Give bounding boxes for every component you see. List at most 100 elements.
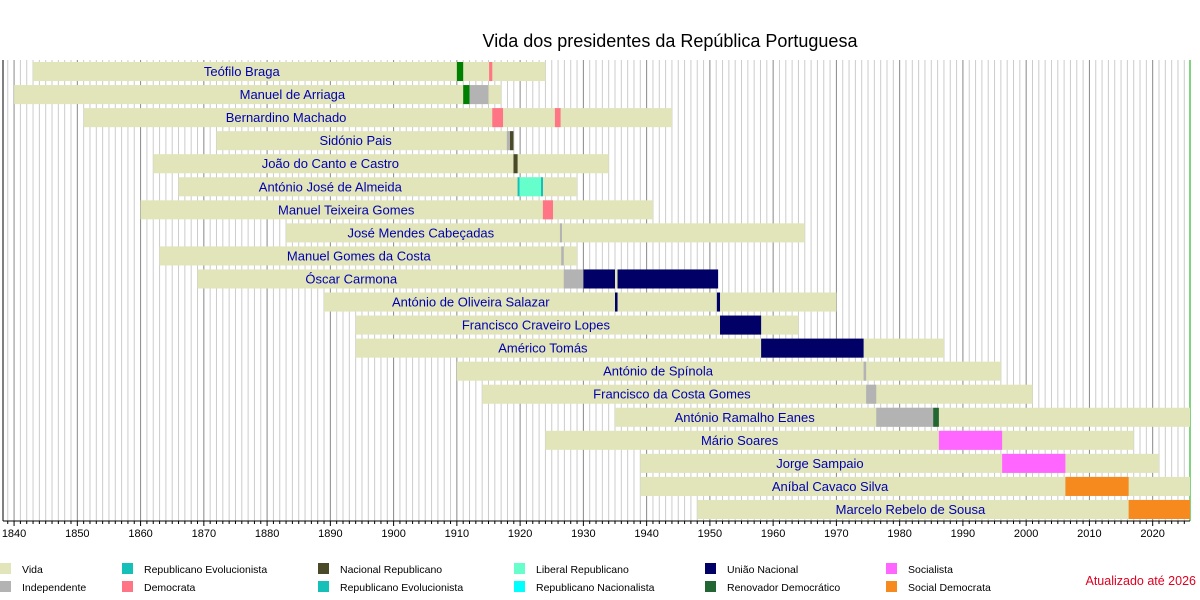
president-name: António de Spínola bbox=[603, 364, 714, 379]
president-name: António José de Almeida bbox=[259, 179, 403, 194]
life-bar bbox=[140, 200, 653, 220]
life-bar bbox=[153, 154, 609, 174]
legend-item: Social Democrata bbox=[886, 581, 991, 594]
legend-label: Vida bbox=[22, 564, 43, 576]
x-tick-label: 1850 bbox=[65, 528, 89, 540]
term-bar bbox=[519, 177, 541, 197]
legend-label: União Nacional bbox=[727, 564, 798, 576]
president-name: António de Oliveira Salazar bbox=[392, 295, 550, 310]
life-bar bbox=[14, 85, 502, 105]
term-bar bbox=[469, 85, 489, 105]
life-bar bbox=[640, 476, 1190, 496]
legend-label: Liberal Republicano bbox=[536, 564, 629, 576]
president-row: Manuel Gomes da Costa bbox=[159, 246, 578, 266]
life-bar bbox=[640, 453, 1160, 473]
life-bar bbox=[33, 62, 546, 82]
legend-label: Republicano Evolucionista bbox=[340, 582, 463, 594]
x-tick-label: 2020 bbox=[1140, 528, 1164, 540]
term-bar bbox=[506, 131, 510, 151]
life-bar bbox=[83, 108, 672, 128]
legend-swatch bbox=[318, 581, 329, 592]
president-name: Bernardino Machado bbox=[226, 110, 347, 125]
president-name: Francisco Craveiro Lopes bbox=[462, 318, 611, 333]
x-tick-label: 1860 bbox=[128, 528, 152, 540]
legend-item: Republicano Evolucionista bbox=[318, 581, 463, 594]
president-row: José Mendes Cabeçadas bbox=[286, 223, 805, 243]
term-bar bbox=[583, 269, 616, 289]
president-row: Marcelo Rebelo de Sousa bbox=[697, 499, 1190, 519]
president-row: Jorge Sampaio bbox=[640, 453, 1160, 473]
term-bar bbox=[933, 407, 939, 427]
life-bar bbox=[159, 246, 578, 266]
x-tick-label: 2010 bbox=[1077, 528, 1101, 540]
president-name: Marcelo Rebelo de Sousa bbox=[836, 502, 986, 517]
updated-note: Atualizado até 2026 bbox=[1085, 574, 1196, 588]
x-tick-label: 1990 bbox=[951, 528, 975, 540]
president-row: Teófilo Braga bbox=[33, 62, 546, 82]
term-bar bbox=[1128, 499, 1190, 519]
term-bar bbox=[720, 315, 762, 335]
term-bar bbox=[761, 338, 864, 358]
term-bar bbox=[513, 154, 518, 174]
legend-swatch bbox=[886, 581, 897, 592]
x-tick-label: 1890 bbox=[318, 528, 342, 540]
term-bar bbox=[509, 131, 514, 151]
x-tick-label: 1940 bbox=[634, 528, 658, 540]
president-row: António de Spínola bbox=[456, 361, 1001, 381]
legend-label: Independente bbox=[22, 582, 86, 594]
president-row: António Ramalho Eanes bbox=[615, 407, 1190, 427]
legend-swatch bbox=[122, 563, 133, 574]
x-tick-label: 1910 bbox=[445, 528, 469, 540]
term-bar bbox=[876, 407, 934, 427]
legend-swatch bbox=[705, 563, 716, 574]
president-row: António José de Almeida bbox=[178, 177, 578, 197]
president-name: Manuel de Arriaga bbox=[240, 87, 346, 102]
x-tick-label: 1880 bbox=[255, 528, 279, 540]
term-bar bbox=[1002, 453, 1066, 473]
legend-label: Social Democrata bbox=[908, 582, 991, 594]
term-bar bbox=[716, 292, 721, 312]
grid bbox=[7, 60, 1185, 526]
x-tick-label: 1900 bbox=[381, 528, 405, 540]
legend-item: Liberal Republicano bbox=[514, 563, 629, 576]
president-row: Sidónio Pais bbox=[216, 131, 514, 151]
president-name: Óscar Carmona bbox=[305, 271, 398, 286]
president-name: José Mendes Cabeçadas bbox=[347, 225, 494, 240]
president-row: Mário Soares bbox=[545, 430, 1134, 450]
president-name: Sidónio Pais bbox=[320, 133, 393, 148]
life-bar bbox=[545, 430, 1134, 450]
legend-swatch bbox=[705, 581, 716, 592]
president-row: Aníbal Cavaco Silva bbox=[640, 476, 1190, 496]
life-bar bbox=[482, 384, 1033, 404]
term-bar bbox=[517, 177, 520, 197]
legend-swatch bbox=[318, 563, 329, 574]
legend-label: Democrata bbox=[144, 582, 196, 594]
legend-item: Socialista bbox=[886, 563, 953, 576]
term-bar bbox=[492, 108, 504, 128]
x-tick-label: 1960 bbox=[761, 528, 785, 540]
legend-swatch bbox=[122, 581, 133, 592]
president-row: Américo Tomás bbox=[355, 338, 944, 358]
president-name: Mário Soares bbox=[701, 433, 779, 448]
x-tick-label: 2000 bbox=[1014, 528, 1038, 540]
president-name: Teófilo Braga bbox=[204, 64, 281, 79]
legend-item: Democrata bbox=[122, 581, 196, 594]
president-row: João do Canto e Castro bbox=[153, 154, 609, 174]
president-name: João do Canto e Castro bbox=[262, 156, 399, 171]
term-bar bbox=[542, 200, 554, 220]
term-bar bbox=[561, 246, 564, 266]
legend-swatch bbox=[0, 563, 11, 574]
legend-item: Vida bbox=[0, 563, 43, 576]
life-bar bbox=[697, 499, 1190, 519]
president-row: António de Oliveira Salazar bbox=[324, 292, 837, 312]
president-row: Francisco Craveiro Lopes bbox=[355, 315, 799, 335]
x-tick-label: 1870 bbox=[192, 528, 216, 540]
legend-item: Republicano Evolucionista bbox=[122, 563, 267, 576]
legend-swatch bbox=[514, 581, 525, 592]
life-bar bbox=[286, 223, 805, 243]
x-tick-label: 1980 bbox=[887, 528, 911, 540]
president-row: Bernardino Machado bbox=[83, 108, 672, 128]
term-bar bbox=[563, 269, 584, 289]
legend-label: Socialista bbox=[908, 564, 953, 576]
